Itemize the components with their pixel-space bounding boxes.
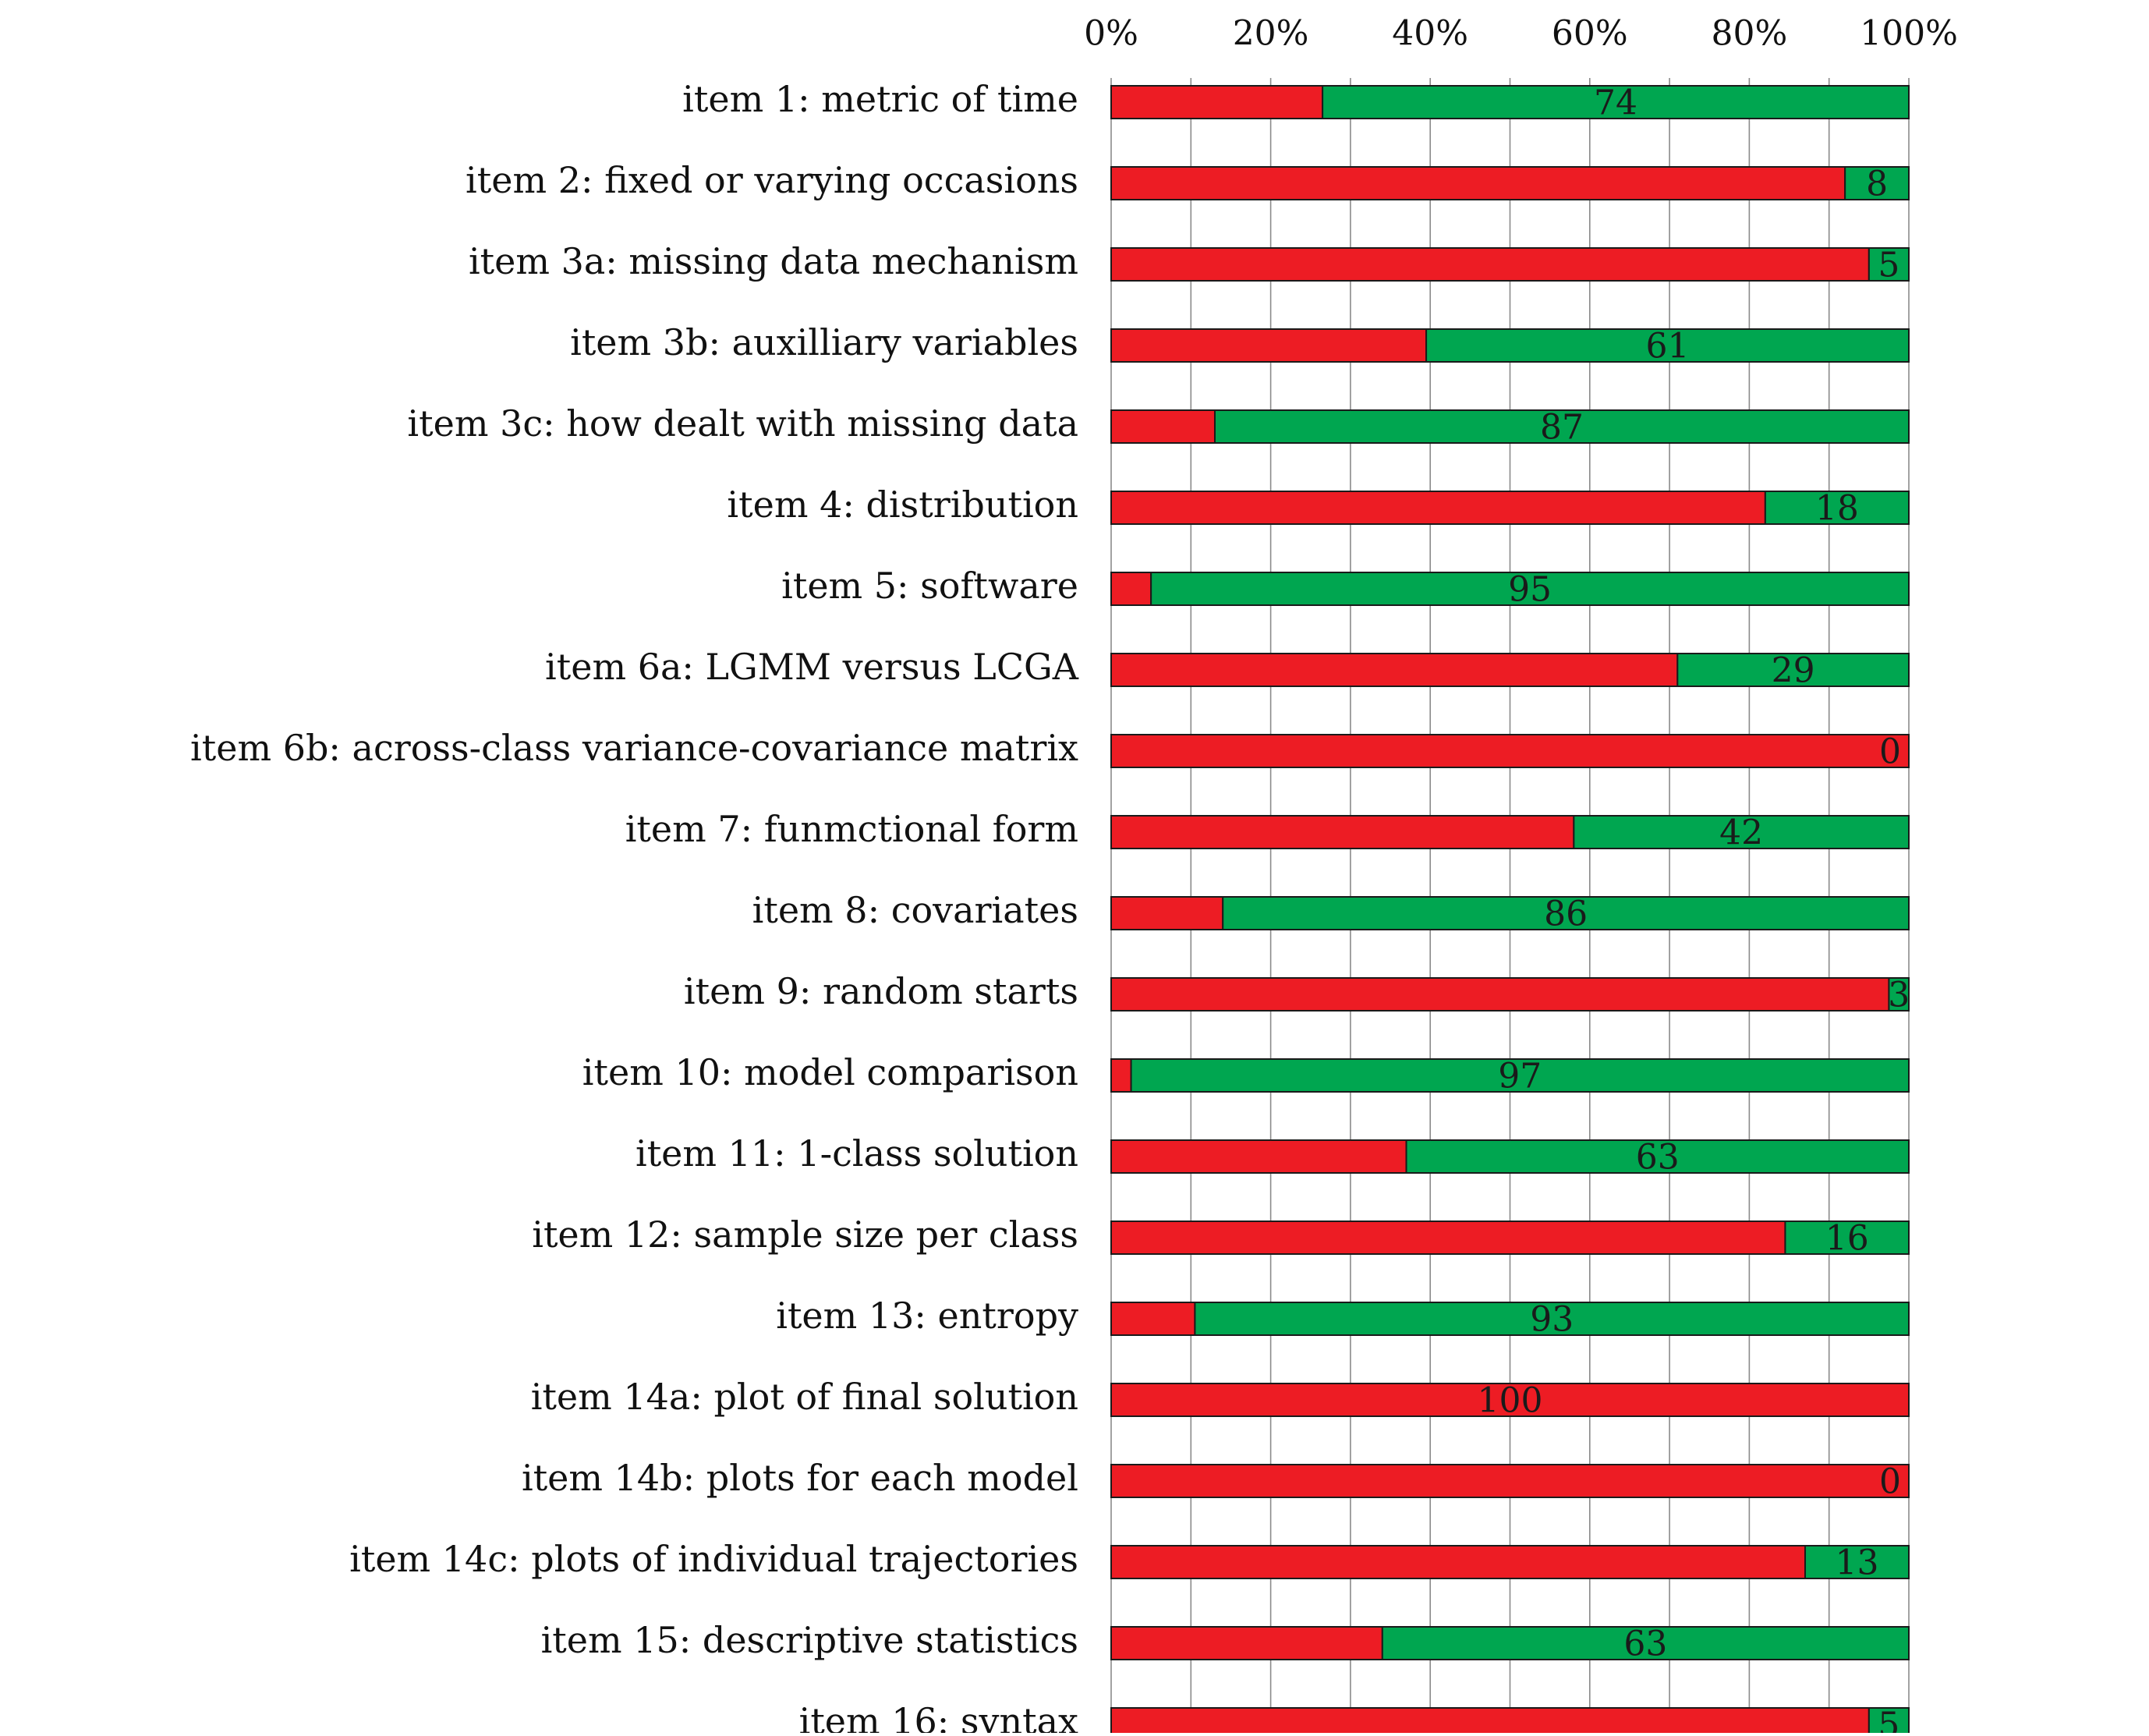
data-label: 100 [1478,1381,1543,1421]
bar-segment-series-2 [1784,1221,1910,1255]
x-tick-label: 0% [1084,14,1138,54]
bar-segment-series-2 [1222,896,1910,930]
data-label: 5 [1878,1706,1899,1734]
data-label: 13 [1836,1543,1879,1583]
bar-segment-series-2 [1425,328,1910,363]
category-label: item 6b: across-class variance-covarianc… [190,727,1078,769]
bar-segment-series-1 [1110,1302,1196,1336]
category-label: item 5: software [781,565,1078,607]
category-label: item 16: syntax [799,1700,1078,1733]
category-label: item 11: 1-class solution [635,1132,1078,1174]
category-label: item 1: metric of time [682,78,1078,120]
data-label: 95 [1508,570,1552,610]
bar-segment-series-1 [1110,653,1679,687]
bar-segment-series-1 [1110,1464,1910,1498]
category-label: item 6a: LGMM versus LCGA [545,646,1079,688]
bar-segment-series-2 [1868,247,1910,282]
category-label: item 14a: plot of final solution [531,1376,1078,1418]
bar-segment-series-2 [1844,166,1910,200]
x-tick-label: 20% [1233,14,1309,54]
bar-segment-series-2 [1194,1302,1910,1336]
category-label: item 3a: missing data mechanism [469,240,1078,282]
bar-segment-series-1 [1110,1626,1383,1660]
bar-segment-series-1 [1110,1383,1910,1417]
bar-segment-series-1 [1110,409,1216,444]
category-label: item 14b: plots for each model [522,1457,1078,1499]
category-label: item 4: distribution [727,484,1078,526]
bar-segment-series-1 [1110,1707,1870,1736]
category-label: item 14c: plots of individual trajectori… [349,1538,1078,1580]
category-label: item 7: funmctional form [625,808,1078,850]
bar-segment-series-1 [1110,491,1766,525]
category-label: item 2: fixed or varying occasions [466,159,1078,201]
bar-segment-series-1 [1110,247,1870,282]
data-label: 97 [1498,1057,1542,1097]
bar-segment-series-2 [1888,977,1910,1011]
bar-segment-series-1 [1110,572,1152,606]
data-label: 93 [1530,1300,1574,1340]
data-label: 5 [1878,246,1899,285]
x-tick-label: 100% [1860,14,1958,54]
data-label: 3 [1888,976,1910,1015]
category-label: item 9: random starts [684,970,1078,1012]
bar-segment-series-2 [1804,1545,1910,1579]
category-label: item 13: entropy [776,1295,1078,1337]
bar-segment-series-1 [1110,1545,1807,1579]
bar-segment-series-2 [1764,491,1910,525]
bar-segment-series-1 [1110,328,1428,363]
category-label: item 15: descriptive statistics [541,1619,1078,1661]
bar-segment-series-2 [1130,1058,1910,1093]
data-labels: 74 8 5 61 87 18 95 29 0 42 86 3 97 63 16 93 100 0 13 63 5 [1478,83,1910,1736]
bar-segment-series-2 [1676,653,1910,687]
bar-segment-series-2 [1213,409,1910,444]
data-label: 0 [1879,1462,1901,1502]
data-label: 29 [1772,651,1815,691]
category-label: item 3b: auxilliary variables [570,321,1078,363]
category-label: item 8: covariates [752,889,1078,931]
bar-segment-series-1 [1110,1058,1132,1093]
data-label: 61 [1646,327,1690,367]
data-label: 0 [1879,732,1901,772]
category-label: item 12: sample size per class [532,1213,1078,1256]
x-tick-label: 80% [1712,14,1788,54]
data-label: 86 [1544,895,1588,934]
bar-segment-series-1 [1110,815,1575,849]
bar-segment-series-1 [1110,734,1910,768]
data-label: 18 [1815,489,1859,529]
bar-segment-series-1 [1110,85,1324,119]
bar-segment-series-1 [1110,977,1890,1011]
bar-segment-series-2 [1573,815,1910,849]
data-label: 87 [1540,408,1584,448]
data-label: 63 [1623,1624,1667,1664]
category-labels: item 1: metric of time item 2: fixed or v… [190,78,1079,1736]
data-label: 42 [1719,813,1763,853]
bar-segment-series-2 [1381,1626,1910,1660]
data-label: 8 [1866,165,1888,204]
bar-segment-series-2 [1868,1707,1910,1736]
data-label: 74 [1594,83,1637,123]
x-tick-label: 40% [1392,14,1468,54]
bars [1110,85,1910,1736]
bar-segment-series-1 [1110,1139,1407,1174]
bar-segment-series-1 [1110,1221,1786,1255]
data-label: 63 [1636,1138,1680,1178]
data-label: 16 [1825,1219,1869,1259]
category-label: item 10: model comparison [582,1051,1078,1093]
x-axis-ticks: 0% 20% 40% 60% 80% 100% [1084,14,1958,54]
bar-segment-series-2 [1150,572,1910,606]
category-label: item 3c: how dealt with missing data [407,402,1078,445]
bar-segment-series-2 [1405,1139,1910,1174]
bar-segment-series-1 [1110,896,1224,930]
bar-segment-series-1 [1110,166,1846,200]
bar-segment-series-2 [1322,85,1910,119]
x-tick-label: 60% [1552,14,1628,54]
